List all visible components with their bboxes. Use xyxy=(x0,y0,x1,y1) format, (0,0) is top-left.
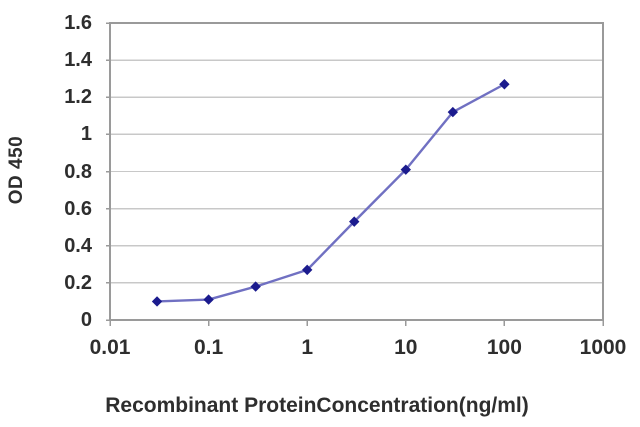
y-tick-label: 1.2 xyxy=(64,86,92,109)
x-tick-label: 0.1 xyxy=(193,336,224,359)
data-point-marker xyxy=(447,106,459,118)
x-tick-label: 0.01 xyxy=(89,336,131,359)
y-tick-label: 1 xyxy=(80,123,92,146)
y-tick-label: 0.6 xyxy=(64,197,92,220)
y-tick-label: 1.6 xyxy=(64,12,92,34)
y-tick-label: 0.4 xyxy=(64,234,92,257)
x-tick-label: 10 xyxy=(394,336,418,359)
data-point-marker xyxy=(499,79,510,90)
data-point-marker xyxy=(400,164,411,175)
data-point-marker xyxy=(151,296,163,307)
x-tick-label: 1 xyxy=(301,336,314,359)
y-tick-label: 0.8 xyxy=(64,160,92,183)
data-point-marker xyxy=(349,216,360,227)
y-tick-label: 0.2 xyxy=(64,271,92,294)
y-tick-label: 0 xyxy=(80,309,92,331)
data-point-marker xyxy=(302,264,313,276)
data-point-marker xyxy=(250,281,261,292)
data-point-marker xyxy=(203,294,214,305)
x-tick-label: 100 xyxy=(486,336,522,359)
y-tick-label: 1.4 xyxy=(64,49,92,72)
x-axis-title: Recombinant ProteinConcentration(ng/ml) xyxy=(105,394,529,417)
x-tick-label: 1000 xyxy=(579,336,627,359)
data-line xyxy=(157,83,505,303)
